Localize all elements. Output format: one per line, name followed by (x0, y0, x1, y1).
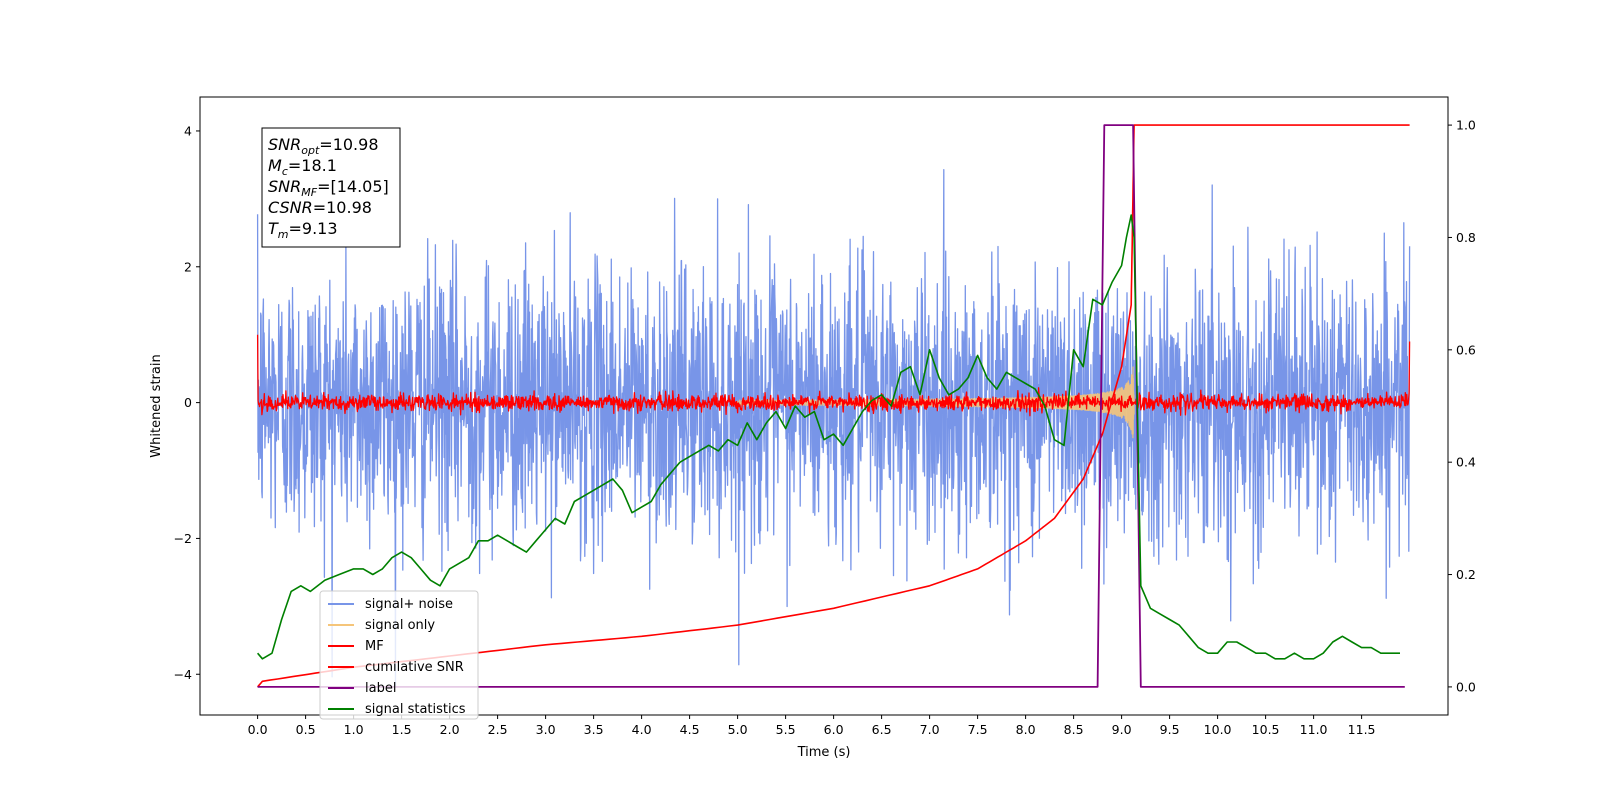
legend-label-mf: MF (365, 639, 384, 654)
x-tick-label: 8.5 (1064, 722, 1084, 737)
info-csnr: CSNR=10.98 (268, 198, 372, 217)
x-tick-label: 7.5 (968, 722, 988, 737)
x-tick-label: 9.5 (1160, 722, 1180, 737)
y2-tick-label: 0.2 (1456, 567, 1476, 582)
x-tick-label: 6.5 (872, 722, 892, 737)
legend-label-signal-noise: signal+ noise (365, 597, 453, 612)
y2-tick-label: 1.0 (1456, 118, 1476, 133)
x-tick-label: 9.0 (1112, 722, 1132, 737)
y-tick-label: 2 (184, 259, 192, 274)
legend-label-label: label (365, 681, 396, 696)
x-tick-label: 11.5 (1348, 722, 1376, 737)
x-tick-label: 4.0 (632, 722, 652, 737)
series-label (257, 124, 1405, 688)
x-tick-label: 2.0 (440, 722, 460, 737)
x-tick-label: 1.5 (392, 722, 412, 737)
x-tick-label: 5.5 (776, 722, 796, 737)
y2-tick-label: 0.8 (1456, 230, 1476, 245)
series-mf (256, 334, 1411, 417)
x-tick-label: 7.0 (920, 722, 940, 737)
info-snr-mf: SNRMF=[14.05] (268, 177, 389, 199)
legend-label-signal-only: signal only (365, 618, 435, 633)
x-tick-label: 0.5 (296, 722, 316, 737)
series-signal-noise (256, 169, 1411, 689)
y2-tick-label: 0.4 (1456, 455, 1476, 470)
legend-label-cumulative-snr: cumilative SNR (365, 660, 464, 675)
x-tick-label: 6.0 (824, 722, 844, 737)
x-tick-label: 10.0 (1204, 722, 1232, 737)
series-signal-statistics (256, 214, 1400, 660)
x-tick-label: 4.5 (680, 722, 700, 737)
y-axis-label: Whitened strain (149, 354, 164, 457)
y2-tick-label: 0.0 (1456, 679, 1476, 694)
ticks-layer: 0.0 0.5 1.0 1.5 2.0 2.5 3.0 3.5 4.0 4.5 5.0 5.5 6.0 6… (174, 118, 1476, 737)
info-snr-opt: SNRopt=10.98 (268, 135, 379, 157)
x-tick-label: 3.0 (536, 722, 556, 737)
legend-label-signal-statistics: signal statistics (365, 702, 466, 717)
y-tick-label: 0 (184, 395, 192, 410)
info-box: SNRopt=10.98 Mc=18.1 SNRMF=[14.05] CSNR=… (261, 127, 401, 248)
info-box-frame (261, 127, 401, 248)
info-mc: Mc=18.1 (268, 156, 337, 178)
x-tick-label: 5.0 (728, 722, 748, 737)
axes-frame (199, 96, 1449, 716)
y2-tick-label: 0.6 (1456, 342, 1476, 357)
x-tick-label: 8.0 (1016, 722, 1036, 737)
y-tick-label: −4 (174, 667, 192, 682)
x-tick-label: 11.0 (1300, 722, 1328, 737)
x-axis-label: Time (s) (797, 745, 851, 760)
x-tick-label: 3.5 (584, 722, 604, 737)
x-tick-label: 10.5 (1252, 722, 1280, 737)
x-tick-label: 2.5 (488, 722, 508, 737)
legend: signal+ noise signal only MF cumilative … (319, 590, 479, 720)
x-tick-label: 1.0 (344, 722, 364, 737)
x-tick-label: 0.0 (248, 722, 268, 737)
y-tick-label: −2 (174, 531, 192, 546)
info-tm: Tm=9.13 (268, 219, 338, 241)
legend-frame (319, 590, 479, 720)
y-tick-label: 4 (184, 123, 192, 138)
